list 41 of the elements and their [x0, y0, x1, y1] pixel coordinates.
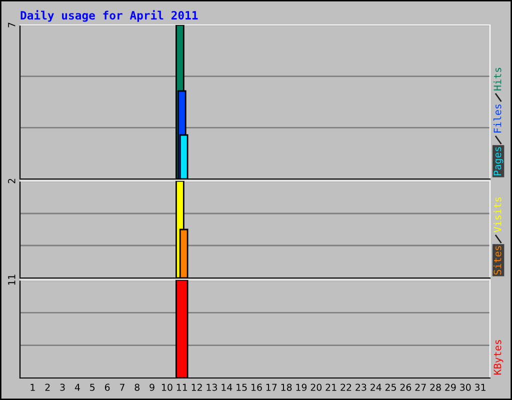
x-tick-label: 4 [74, 384, 80, 391]
x-tick-label: 13 [206, 384, 217, 391]
x-tick-label: 25 [385, 384, 396, 391]
x-tick-label: 6 [104, 384, 110, 391]
x-tick-label: 21 [326, 384, 336, 391]
text: Hits [494, 68, 502, 90]
x-tick-label: 9 [150, 384, 154, 391]
text: Sites [494, 246, 502, 275]
x-tick-label: 28 [430, 384, 441, 391]
text: Visits [494, 197, 502, 232]
x-tick-label: 1 [30, 384, 35, 391]
x-tick-label: 16 [252, 384, 262, 391]
x-tick-label: 31 [475, 384, 486, 391]
x-tick-label: 29 [445, 384, 456, 391]
text: Files [493, 104, 502, 132]
x-tick-label: 2 [45, 384, 50, 391]
x-tick-label: 23 [356, 384, 366, 391]
x-tick-label: 14 [222, 384, 232, 391]
y-tick-label: 11 [8, 274, 16, 285]
y-tick-label: 2 [8, 178, 16, 184]
x-tick-label: 12 [192, 384, 202, 391]
x-tick-label: 19 [296, 384, 307, 391]
x-tick-label: 5 [90, 384, 95, 391]
text: KBytes [494, 340, 504, 375]
x-tick-label: 10 [162, 384, 172, 391]
x-tick-label: 8 [134, 384, 140, 391]
chart-title: Daily usage for April 2011 [20, 10, 198, 22]
x-tick-label: 15 [236, 384, 247, 391]
x-tick-label: 11 [176, 384, 188, 391]
x-tick-label: 20 [310, 384, 322, 391]
x-tick-label: 27 [415, 384, 426, 391]
x-tick-label: 22 [340, 384, 352, 391]
x-tick-label: 26 [400, 384, 412, 391]
x-tick-label: 30 [460, 384, 471, 391]
x-tick-label: 7 [120, 384, 124, 391]
x-tick-label: 18 [281, 384, 292, 391]
x-tick-label: 17 [266, 384, 277, 391]
text: Pages [494, 147, 504, 176]
x-tick-label: 3 [60, 384, 65, 391]
y-tick-label: 7 [8, 22, 16, 28]
x-tick-label: 24 [370, 384, 382, 391]
